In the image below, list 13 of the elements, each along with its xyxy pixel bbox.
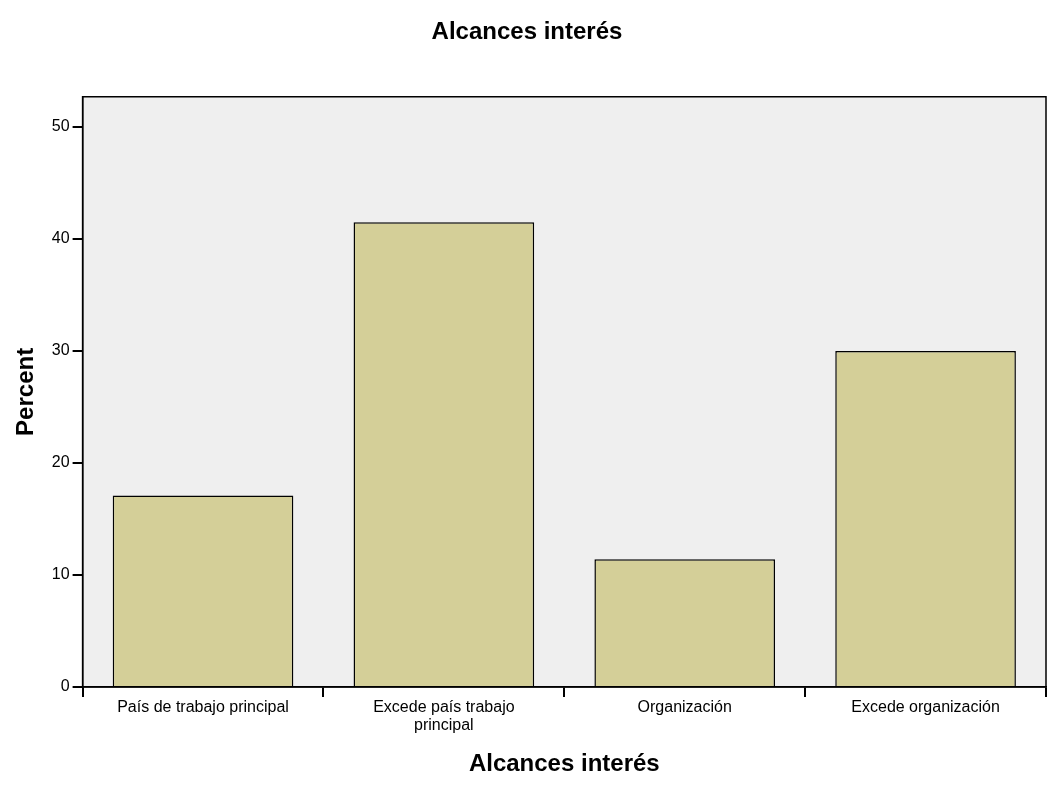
y-tick-label: 20 [51, 453, 70, 471]
y-tick-label: 40 [51, 229, 70, 247]
x-axis-title: Alcances interés [468, 749, 660, 777]
y-tick-label: 10 [51, 565, 70, 583]
y-axis-title: Percent [11, 347, 39, 436]
x-tick-label: Organización [637, 698, 732, 716]
x-tick-label: Excede país trabajo principal [373, 698, 515, 733]
y-tick-label: 0 [60, 677, 70, 695]
y-tick-label: 30 [51, 341, 70, 359]
x-tick-label: País de trabajo principal [117, 698, 289, 716]
x-tick-label: Excede organización [851, 698, 1000, 716]
chart-title: Alcances interés [431, 17, 623, 45]
y-tick-label: 50 [51, 117, 70, 135]
